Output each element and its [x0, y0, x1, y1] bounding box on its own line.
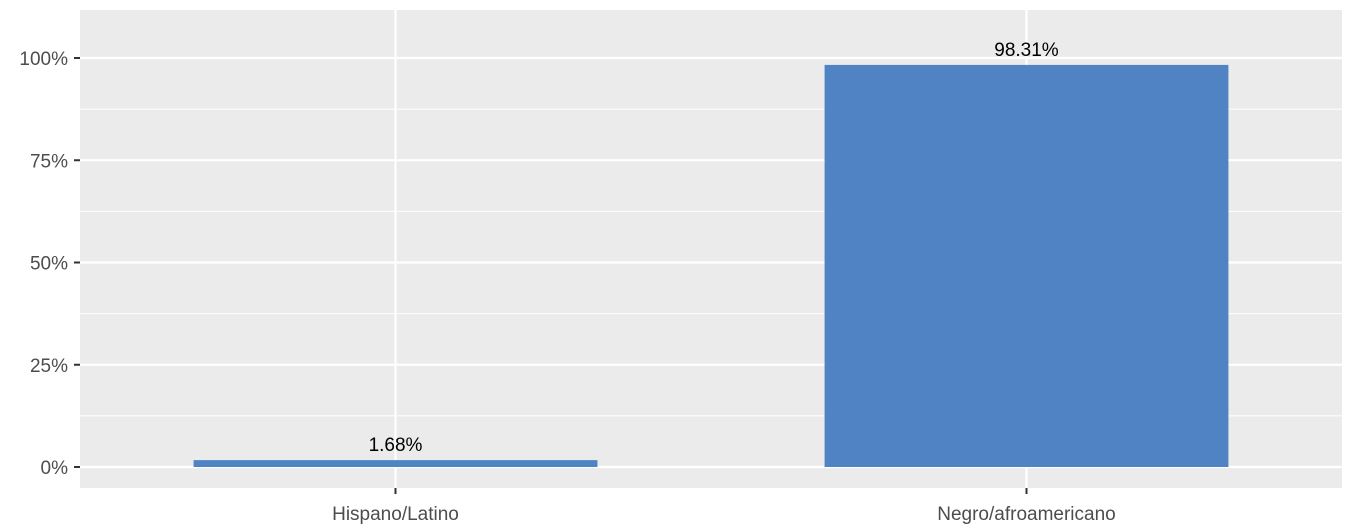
data-label: 98.31%: [994, 40, 1059, 61]
x-axis: Hispano/Latino Negro/afroamericano: [332, 488, 1116, 525]
y-tick-label: 75%: [30, 151, 68, 172]
y-axis: 0% 25% 50% 75% 100%: [19, 49, 80, 479]
y-tick-label: 25%: [30, 356, 68, 377]
data-label: 1.68%: [369, 435, 423, 456]
x-tick-label: Negro/afroamericano: [937, 504, 1115, 525]
bars: [193, 64, 1229, 467]
y-tick-label: 0%: [41, 458, 69, 479]
bar: [193, 460, 598, 467]
y-tick-label: 100%: [19, 49, 68, 70]
bar: [824, 64, 1229, 467]
y-tick-label: 50%: [30, 254, 68, 275]
data-labels: 1.68% 98.31%: [369, 40, 1059, 456]
x-tick-label: Hispano/Latino: [332, 504, 459, 525]
